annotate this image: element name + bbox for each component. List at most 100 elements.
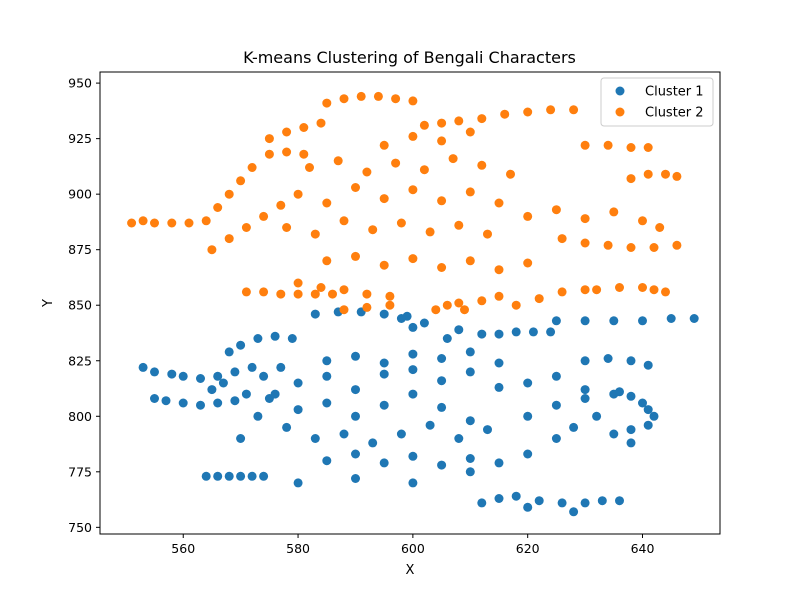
cluster-2-point: [184, 218, 194, 228]
cluster-1-point: [236, 471, 246, 481]
cluster-1-point: [241, 389, 251, 399]
cluster-1-point: [546, 327, 556, 337]
y-tick-label: 875: [68, 242, 92, 257]
cluster-2-point: [609, 207, 619, 217]
cluster-1-point: [437, 402, 447, 412]
cluster-2-point: [339, 94, 349, 104]
cluster-2-point: [322, 256, 332, 266]
legend-frame: [600, 77, 714, 127]
cluster-1-point: [322, 398, 332, 408]
cluster-1-point: [494, 382, 504, 392]
cluster-2-point: [408, 131, 418, 141]
cluster-1-point: [483, 425, 492, 435]
cluster-1-point: [368, 438, 378, 448]
cluster-1-point: [465, 367, 475, 377]
cluster-2-point: [425, 227, 435, 237]
cluster-2-point: [592, 285, 602, 295]
cluster-1-point: [259, 471, 269, 481]
cluster-1-point: [322, 356, 332, 366]
legend-marker-cluster-1: [615, 86, 625, 96]
cluster-2-point: [351, 251, 360, 261]
cluster-2-point: [465, 127, 475, 137]
cluster-2-point: [454, 220, 464, 230]
cluster-1-point: [408, 365, 418, 375]
cluster-2-point: [150, 218, 159, 228]
cluster-1-point: [408, 349, 418, 359]
cluster-2-point: [259, 287, 269, 297]
cluster-2-point: [534, 294, 544, 304]
cluster-1-point: [643, 405, 653, 415]
cluster-2-point: [672, 240, 682, 250]
cluster-1-point: [259, 371, 269, 381]
cluster-2-point: [368, 225, 378, 235]
cluster-1-point: [454, 434, 464, 443]
cluster-1-point: [569, 507, 579, 517]
series-cluster-1: [138, 307, 699, 517]
y-tick-label: 825: [68, 353, 92, 368]
cluster-2-point: [322, 198, 332, 208]
chart-title: K-means Clustering of Bengali Characters: [243, 48, 576, 67]
cluster-2-point: [494, 198, 504, 208]
cluster-2-point: [379, 140, 389, 150]
cluster-2-point: [626, 243, 636, 252]
cluster-1-point: [580, 394, 590, 403]
cluster-1-point: [638, 316, 647, 326]
cluster-1-point: [551, 400, 561, 410]
cluster-2-point: [672, 171, 682, 181]
cluster-1-point: [523, 449, 533, 459]
cluster-2-point: [557, 287, 567, 297]
y-axis: 750 775 800 825 850 875 900 925 950: [68, 76, 100, 535]
cluster-2-point: [299, 149, 309, 159]
cluster-2-point: [419, 165, 429, 175]
cluster-1-point: [351, 351, 360, 361]
cluster-2-point: [523, 211, 533, 221]
cluster-2-point: [299, 123, 309, 132]
cluster-1-point: [437, 354, 447, 363]
cluster-1-point: [523, 378, 533, 388]
x-tick-label: 640: [631, 541, 655, 556]
cluster-1-point: [213, 471, 223, 481]
cluster-1-point: [643, 420, 653, 430]
series-cluster-2: [127, 91, 682, 315]
cluster-1-point: [207, 385, 217, 395]
cluster-1-point: [167, 369, 177, 379]
cluster-1-point: [351, 449, 360, 459]
cluster-2-point: [477, 160, 487, 170]
cluster-1-point: [626, 391, 636, 401]
cluster-2-point: [638, 283, 647, 292]
cluster-1-point: [465, 454, 475, 463]
cluster-1-point: [592, 411, 602, 421]
cluster-2-point: [454, 116, 464, 126]
cluster-1-point: [138, 362, 148, 372]
cluster-1-point: [511, 327, 521, 337]
cluster-1-point: [293, 378, 303, 388]
cluster-1-point: [396, 429, 406, 439]
cluster-2-point: [328, 289, 337, 299]
cluster-1-point: [528, 327, 538, 337]
cluster-2-point: [362, 289, 372, 299]
cluster-1-point: [465, 347, 475, 357]
cluster-1-point: [523, 502, 533, 512]
cluster-1-point: [150, 394, 159, 403]
x-tick-label: 560: [171, 541, 195, 556]
cluster-2-point: [506, 169, 515, 179]
cluster-2-point: [448, 154, 458, 164]
cluster-1-point: [224, 347, 234, 357]
cluster-2-point: [379, 194, 389, 204]
cluster-2-point: [282, 223, 292, 232]
cluster-2-point: [224, 234, 234, 244]
cluster-1-point: [454, 325, 464, 335]
cluster-2-point: [603, 240, 613, 250]
cluster-2-point: [293, 189, 303, 199]
cluster-1-point: [253, 334, 263, 343]
cluster-2-point: [339, 285, 349, 295]
x-tick-label: 620: [516, 541, 540, 556]
cluster-2-point: [580, 238, 590, 248]
cluster-1-point: [351, 474, 360, 483]
legend-label-cluster-1: Cluster 1: [645, 85, 704, 100]
cluster-1-point: [465, 467, 475, 477]
cluster-1-point: [218, 378, 228, 388]
cluster-2-point: [339, 216, 349, 226]
cluster-1-point: [615, 496, 624, 506]
cluster-1-point: [236, 340, 246, 350]
